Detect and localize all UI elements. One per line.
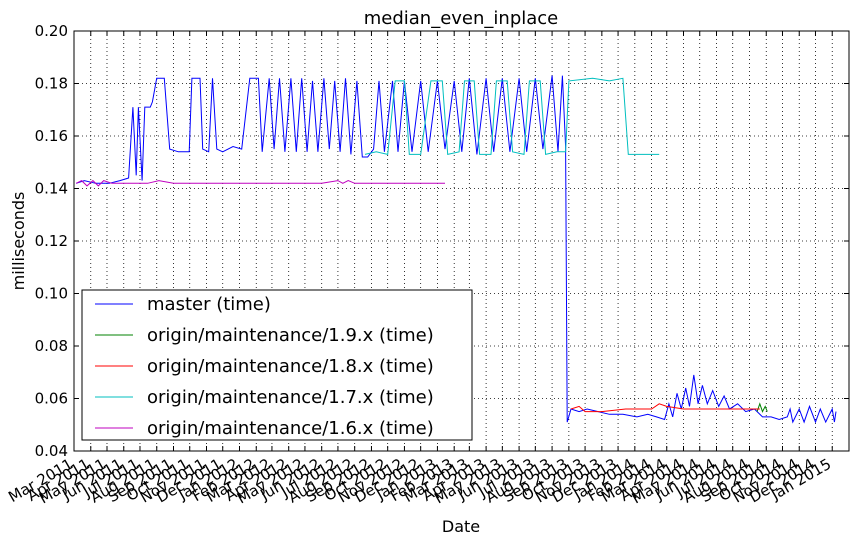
legend-label-0: master (time) xyxy=(147,294,271,315)
y-axis: 0.04 0.06 0.08 0.10 0.12 0.14 0.16 0.18 0.20 xyxy=(35,22,849,460)
series-line-4 xyxy=(75,179,445,187)
legend-label-2: origin/maintenance/1.8.x (time) xyxy=(147,356,434,377)
y-tick-label: 0.06 xyxy=(35,390,68,408)
x-axis-title: Date xyxy=(442,517,480,536)
series-line-0 xyxy=(76,75,837,424)
y-axis-title: milliseconds xyxy=(9,192,28,291)
series-line-3 xyxy=(364,77,660,156)
plot-series xyxy=(75,75,837,424)
y-tick-label: 0.16 xyxy=(35,127,68,145)
chart-title: median_even_inplace xyxy=(364,8,559,29)
series-line-1 xyxy=(756,402,768,413)
y-tick-label: 0.14 xyxy=(35,180,68,198)
legend-box xyxy=(81,289,473,441)
y-tick-label: 0.18 xyxy=(35,75,68,93)
legend: master (time) origin/maintenance/1.9.x (t… xyxy=(81,289,473,441)
legend-label-4: origin/maintenance/1.6.x (time) xyxy=(147,418,434,439)
y-tick-label: 0.04 xyxy=(35,442,68,460)
y-tick-label: 0.12 xyxy=(35,232,68,250)
legend-label-3: origin/maintenance/1.7.x (time) xyxy=(147,387,434,408)
y-tick-label: 0.08 xyxy=(35,337,68,355)
y-tick-label: 0.10 xyxy=(35,285,68,303)
y-tick-label: 0.20 xyxy=(35,22,68,40)
legend-label-1: origin/maintenance/1.9.x (time) xyxy=(147,325,434,346)
series-line-2 xyxy=(570,403,760,413)
